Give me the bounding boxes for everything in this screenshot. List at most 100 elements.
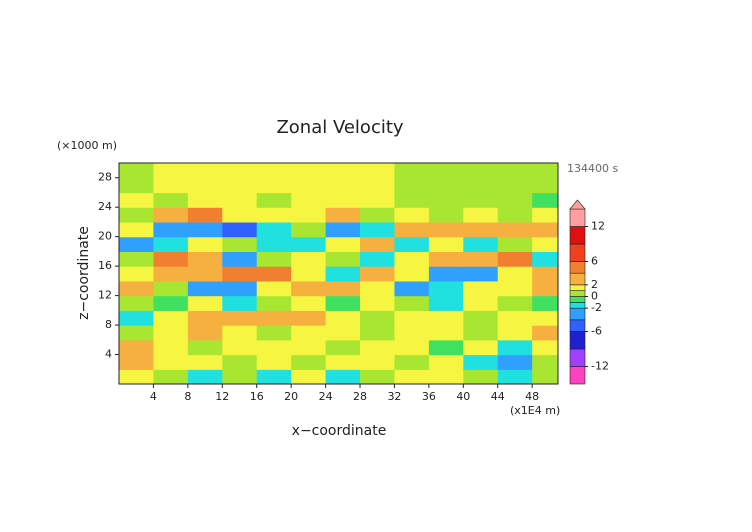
field-cell: [497, 354, 533, 370]
field-cell: [119, 236, 155, 252]
field-cell: [291, 325, 327, 341]
field-cell: [497, 207, 533, 223]
field-cell: [360, 192, 396, 208]
colorbar-tick-label: -6: [591, 325, 602, 338]
field-cell: [394, 339, 430, 356]
field-cell: [222, 236, 258, 252]
field-cell: [256, 266, 292, 282]
colorbar-tick-label: 0: [591, 290, 598, 303]
field-cell: [222, 354, 258, 370]
field-cell: [222, 325, 258, 341]
field-cell: [532, 251, 558, 267]
field-cell: [394, 325, 430, 341]
field-cell: [428, 339, 464, 356]
colorbar-segment: [569, 319, 586, 332]
field-cell: [394, 295, 430, 311]
field-cell: [222, 280, 258, 297]
field-cell: [463, 280, 499, 297]
field-cell: [291, 251, 327, 267]
field-cell: [256, 163, 292, 179]
colorbar-segment: [569, 226, 586, 245]
x-tick-label: 8: [184, 390, 191, 403]
field-cell: [428, 266, 464, 282]
colorbar-segment: [569, 307, 586, 321]
field-cell: [463, 221, 499, 238]
field-cell: [187, 251, 223, 267]
field-cell: [119, 207, 155, 223]
y-tick-label: 20: [98, 230, 112, 243]
field-cell: [360, 221, 396, 238]
field: [119, 163, 558, 384]
x-tick-label: 20: [284, 390, 298, 403]
field-cell: [497, 369, 533, 384]
field-cell: [187, 266, 223, 282]
field-cell: [394, 369, 430, 384]
x-tick-label: 28: [353, 390, 367, 403]
field-cell: [187, 325, 223, 341]
field-cell: [463, 192, 499, 208]
field-cell: [394, 251, 430, 267]
field-cell: [222, 251, 258, 267]
field-cell: [463, 236, 499, 252]
field-cell: [256, 295, 292, 311]
field-cell: [497, 163, 533, 179]
field-cell: [463, 251, 499, 267]
field-cell: [463, 207, 499, 223]
colorbar-segment: [569, 348, 586, 367]
field-cell: [153, 325, 189, 341]
field-cell: [256, 369, 292, 384]
field-cell: [532, 236, 558, 252]
field-cell: [187, 280, 223, 297]
field-cell: [360, 325, 396, 341]
field-cell: [463, 339, 499, 356]
field-cell: [291, 310, 327, 326]
field-cell: [119, 354, 155, 370]
x-tick-label: 4: [150, 390, 157, 403]
field-cell: [394, 163, 430, 179]
field-cell: [119, 325, 155, 341]
y-axis-title: z−coordinate: [76, 226, 92, 320]
field-cell: [222, 207, 258, 223]
field-cell: [325, 236, 361, 252]
field-cell: [325, 192, 361, 208]
field-cell: [360, 251, 396, 267]
field-cell: [119, 163, 155, 179]
field-cell: [187, 177, 223, 194]
field-cell: [394, 207, 430, 223]
field-cell: [428, 192, 464, 208]
field-cell: [256, 325, 292, 341]
field-cell: [187, 369, 223, 384]
field-cell: [497, 236, 533, 252]
field-cell: [222, 163, 258, 179]
field-cell: [497, 325, 533, 341]
field-cell: [187, 310, 223, 326]
field-cell: [325, 369, 361, 384]
field-cell: [291, 369, 327, 384]
field-cell: [325, 163, 361, 179]
field-cell: [463, 310, 499, 326]
field-cell: [360, 339, 396, 356]
field-cell: [153, 266, 189, 282]
field-cell: [428, 207, 464, 223]
field-cell: [360, 236, 396, 252]
field-cell: [222, 295, 258, 311]
field-cell: [394, 192, 430, 208]
field-cell: [256, 221, 292, 238]
field-cell: [325, 310, 361, 326]
field-cell: [497, 251, 533, 267]
field-cell: [119, 339, 155, 356]
field-cell: [325, 221, 361, 238]
field-cell: [153, 221, 189, 238]
colorbar-segment: [569, 272, 586, 286]
field-cell: [291, 295, 327, 311]
field-cell: [187, 339, 223, 356]
field-cell: [119, 192, 155, 208]
y-tick-label: 4: [105, 348, 112, 361]
field-cell: [463, 354, 499, 370]
field-cell: [463, 325, 499, 341]
field-cell: [222, 310, 258, 326]
field-cell: [153, 207, 189, 223]
field-cell: [256, 236, 292, 252]
field-cell: [153, 192, 189, 208]
field-cell: [463, 295, 499, 311]
